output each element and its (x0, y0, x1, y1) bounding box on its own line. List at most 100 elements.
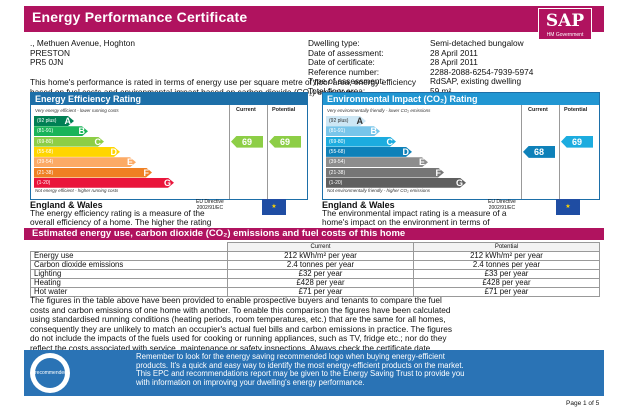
band-letter: D (110, 146, 117, 157)
trust-text: Remember to look for the energy saving r… (136, 352, 465, 388)
detail-value: 28 April 2011 (430, 57, 478, 67)
detail-value: 28 April 2011 (430, 47, 478, 58)
detail-value: Semi-detached bungalow (430, 38, 524, 48)
environment-title: Environmental Impact (CO₂) Rating (323, 93, 599, 105)
environment-band-b: (81-91) B (326, 126, 380, 136)
figures-explanation: The figures in the table above have been… (30, 295, 600, 353)
efficiency-col-current: Current (236, 107, 256, 113)
paragraph-line: costs and carbon emissions of one home w… (30, 304, 451, 315)
trust-line: products. It's a quick and easy way to i… (136, 360, 464, 370)
detail-label: Type of assessment: (308, 76, 385, 86)
efficiency-bottom-note: Not energy efficient - higher running co… (35, 188, 119, 193)
logo-text: SAP (545, 11, 585, 31)
band-range: (1-20) (329, 179, 343, 186)
environment-description: The environmental impact rating is a mea… (322, 209, 506, 226)
column-divider (229, 105, 230, 199)
efficiency-band-e: (39-54) E (34, 157, 136, 167)
band-range: (92 plus) (37, 118, 57, 124)
environment-top-note: Very environmentally friendly - lower CO… (327, 108, 431, 113)
description-line: The energy efficiency rating is a measur… (30, 208, 205, 218)
directive-line: 2002/91/EC (196, 205, 224, 211)
paragraph-line: do not include the impacts of the fuels … (30, 333, 447, 343)
efficiency-title: Energy Efficiency Rating (31, 93, 307, 105)
description-line: home's impact on the environment in term… (322, 216, 490, 227)
directive-line: EU Directive (488, 199, 516, 205)
detail-label: Date of certificate: (308, 57, 375, 67)
details-values: Semi-detached bungalow 28 April 2011 28 … (430, 38, 533, 96)
description-line: overall efficiency of a home. The higher… (30, 216, 212, 227)
efficiency-band-g: (1-20) G (34, 178, 174, 188)
intro-text: This home's performance is rated in term… (30, 77, 416, 97)
efficiency-band-b: (81-91) B (34, 126, 88, 136)
trust-line: with information on improving your dwell… (136, 378, 365, 388)
directive-line: 2002/91/EC (488, 205, 516, 211)
estimates-table: Current Potential Energy use 212 kWh/m² p… (30, 242, 600, 297)
band-range: (55-68) (329, 148, 346, 155)
paragraph-line: consequently they are unlikely to match … (30, 323, 453, 334)
column-divider (559, 105, 560, 199)
environment-col-potential: Potential (564, 107, 588, 113)
efficiency-band-f: (21-38) F (34, 168, 152, 178)
efficiency-top-note: Very energy efficient - lower running co… (35, 108, 119, 113)
detail-label: Reference number: (308, 66, 380, 77)
description-line: The environmental impact rating is a mea… (322, 208, 507, 218)
environment-panel: Environmental Impact (CO₂) Rating Curren… (322, 92, 600, 200)
band-letter: E (418, 157, 425, 168)
environment-band-f: (21-38) F (326, 168, 444, 178)
trust-line: Remember to look for the energy saving r… (136, 352, 445, 361)
environment-potential-arrow: 69 (561, 135, 593, 148)
trust-line: This EPC and recommendations report may … (136, 369, 465, 379)
band-range: (21-38) (329, 169, 346, 176)
paragraph-line: reflect the costs associated with servic… (30, 342, 431, 353)
detail-label: Date of assessment: (308, 47, 384, 58)
efficiency-current-arrow: 69 (231, 135, 263, 148)
environment-band-e: (39-54) E (326, 157, 428, 167)
band-letter: C (94, 136, 101, 147)
efficiency-band-a: (92 plus) A (34, 116, 74, 126)
address-line: PR5 0JN (30, 57, 64, 67)
energy-saving-trust-banner (24, 350, 604, 396)
band-range: (81-91) (329, 128, 346, 135)
band-range: (55-68) (37, 148, 54, 155)
estimates-title: Estimated energy use, carbon dioxide (CO… (32, 228, 406, 239)
band-letter: B (78, 126, 85, 137)
environment-col-current: Current (528, 107, 548, 113)
sap-logo: SAP HM Government (538, 8, 592, 40)
address-block: ., Methuen Avenue, Hoghton PRESTON PR5 0… (30, 38, 136, 68)
detail-value: 59 m² (430, 85, 452, 96)
band-letter: F (435, 167, 441, 178)
band-letter: F (143, 167, 149, 178)
paragraph-line: using standardised running conditions (h… (30, 314, 446, 324)
address-line: ., Methuen Avenue, Hoghton (30, 38, 136, 48)
band-range: (92 plus) (329, 118, 349, 124)
band-letter: C (386, 136, 393, 147)
band-range: (1-20) (37, 179, 51, 186)
paragraph-line: The figures in the table above have been… (30, 295, 442, 305)
band-range: (39-54) (329, 159, 346, 166)
environment-band-c: (69-80) C (326, 137, 396, 147)
recommended-logo-icon: recommended (35, 358, 67, 388)
band-range: (69-80) (37, 138, 54, 145)
logo-subtext: HM Government (546, 32, 584, 38)
column-divider (521, 105, 522, 199)
band-letter: G (455, 177, 463, 188)
band-range: (69-80) (329, 138, 346, 145)
band-range: (21-38) (37, 169, 54, 176)
band-letter: A (64, 116, 71, 126)
address-line: PRESTON (30, 47, 70, 58)
band-letter: D (402, 146, 409, 157)
certificate-header (24, 6, 604, 32)
band-letter: A (356, 116, 363, 126)
environment-band-a: (92 plus) A (326, 116, 366, 126)
directive-line: EU Directive (196, 199, 224, 205)
efficiency-description: The energy efficiency rating is a measur… (30, 209, 211, 226)
environment-directive: EU Directive 2002/91/EC (488, 199, 516, 211)
page-number: Page 1 of 5 (566, 400, 600, 407)
efficiency-col-potential: Potential (272, 107, 296, 113)
efficiency-potential-arrow: 69 (269, 135, 301, 148)
band-letter: E (126, 157, 133, 168)
environment-bottom-note: Not environmentally friendly - higher CO… (327, 188, 431, 193)
efficiency-directive: EU Directive 2002/91/EC (196, 199, 224, 211)
row-potential: £71 per year (413, 287, 600, 297)
efficiency-band-c: (69-80) C (34, 137, 104, 147)
